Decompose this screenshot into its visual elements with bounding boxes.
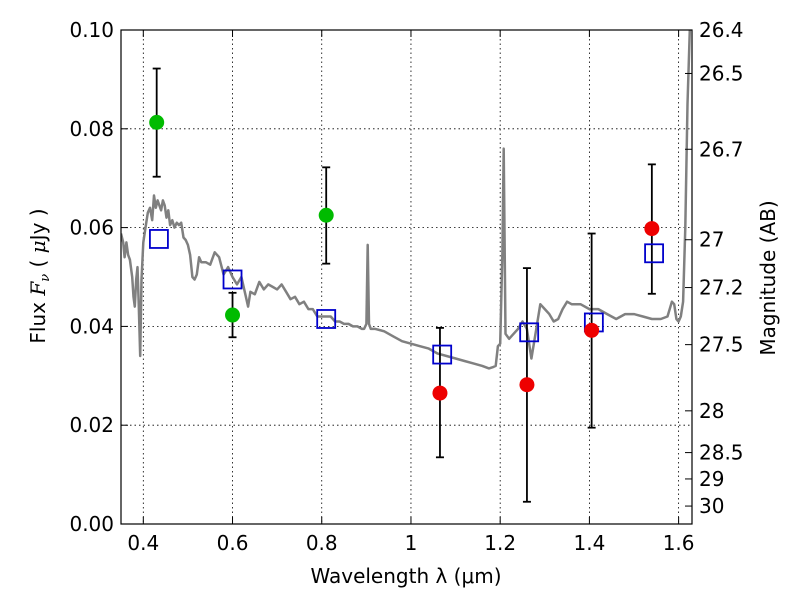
right-tick-label: 26.7 xyxy=(699,137,744,161)
data-point xyxy=(519,377,535,393)
ticks: 0.4 0.6 0.8 1 1.2 1.4 1.6 0.00 0.02 0.04 0.06 0.08 0… xyxy=(69,18,743,555)
x-tick-label: 1.4 xyxy=(573,531,605,555)
y-tick-label: 0.00 xyxy=(69,512,114,536)
grid xyxy=(121,30,692,524)
right-tick-label: 27 xyxy=(699,228,724,252)
y-axis-label: Flux Fν ( μJy ) xyxy=(26,208,53,343)
y-tick-label: 0.06 xyxy=(69,216,114,240)
right-tick-label: 27.2 xyxy=(699,276,744,300)
data-point xyxy=(318,207,334,223)
right-tick-label: 30 xyxy=(699,494,724,518)
right-tick-label: 29 xyxy=(699,467,724,491)
y-tick-label: 0.10 xyxy=(69,18,114,42)
spectrum-line xyxy=(121,30,692,370)
data-markers xyxy=(149,114,664,401)
x-tick-label: 1 xyxy=(405,531,418,555)
x-tick-label: 0.4 xyxy=(127,531,159,555)
right-tick-label: 28 xyxy=(699,399,724,423)
model-square xyxy=(149,229,169,249)
model-square xyxy=(432,344,453,365)
model-square xyxy=(519,322,540,343)
right-tick-label: 26.4 xyxy=(699,18,744,42)
x-tick-label: 0.8 xyxy=(306,531,338,555)
x-tick-label: 1.2 xyxy=(484,531,516,555)
error-bars xyxy=(152,67,656,503)
x-axis-label: Wavelength λ (μm) xyxy=(310,564,501,588)
y-tick-label: 0.08 xyxy=(69,117,114,141)
right-axis-label: Magnitude (AB) xyxy=(756,200,780,355)
x-tick-label: 0.6 xyxy=(217,531,249,555)
data-point xyxy=(432,385,448,401)
data-point xyxy=(225,307,241,323)
right-tick-label: 27.5 xyxy=(699,333,744,357)
data-point xyxy=(149,114,165,130)
y-tick-label: 0.02 xyxy=(69,413,114,437)
data-point xyxy=(644,221,660,237)
data-point xyxy=(584,322,600,338)
right-tick-label: 28.5 xyxy=(699,441,744,465)
plot-frame xyxy=(120,29,693,525)
x-tick-label: 1.6 xyxy=(663,531,695,555)
right-tick-label: 26.5 xyxy=(699,61,744,85)
model-square xyxy=(644,243,664,264)
y-tick-label: 0.04 xyxy=(69,314,114,338)
model-square xyxy=(316,309,337,329)
model-spectrum xyxy=(121,30,692,370)
model-square xyxy=(222,269,243,290)
